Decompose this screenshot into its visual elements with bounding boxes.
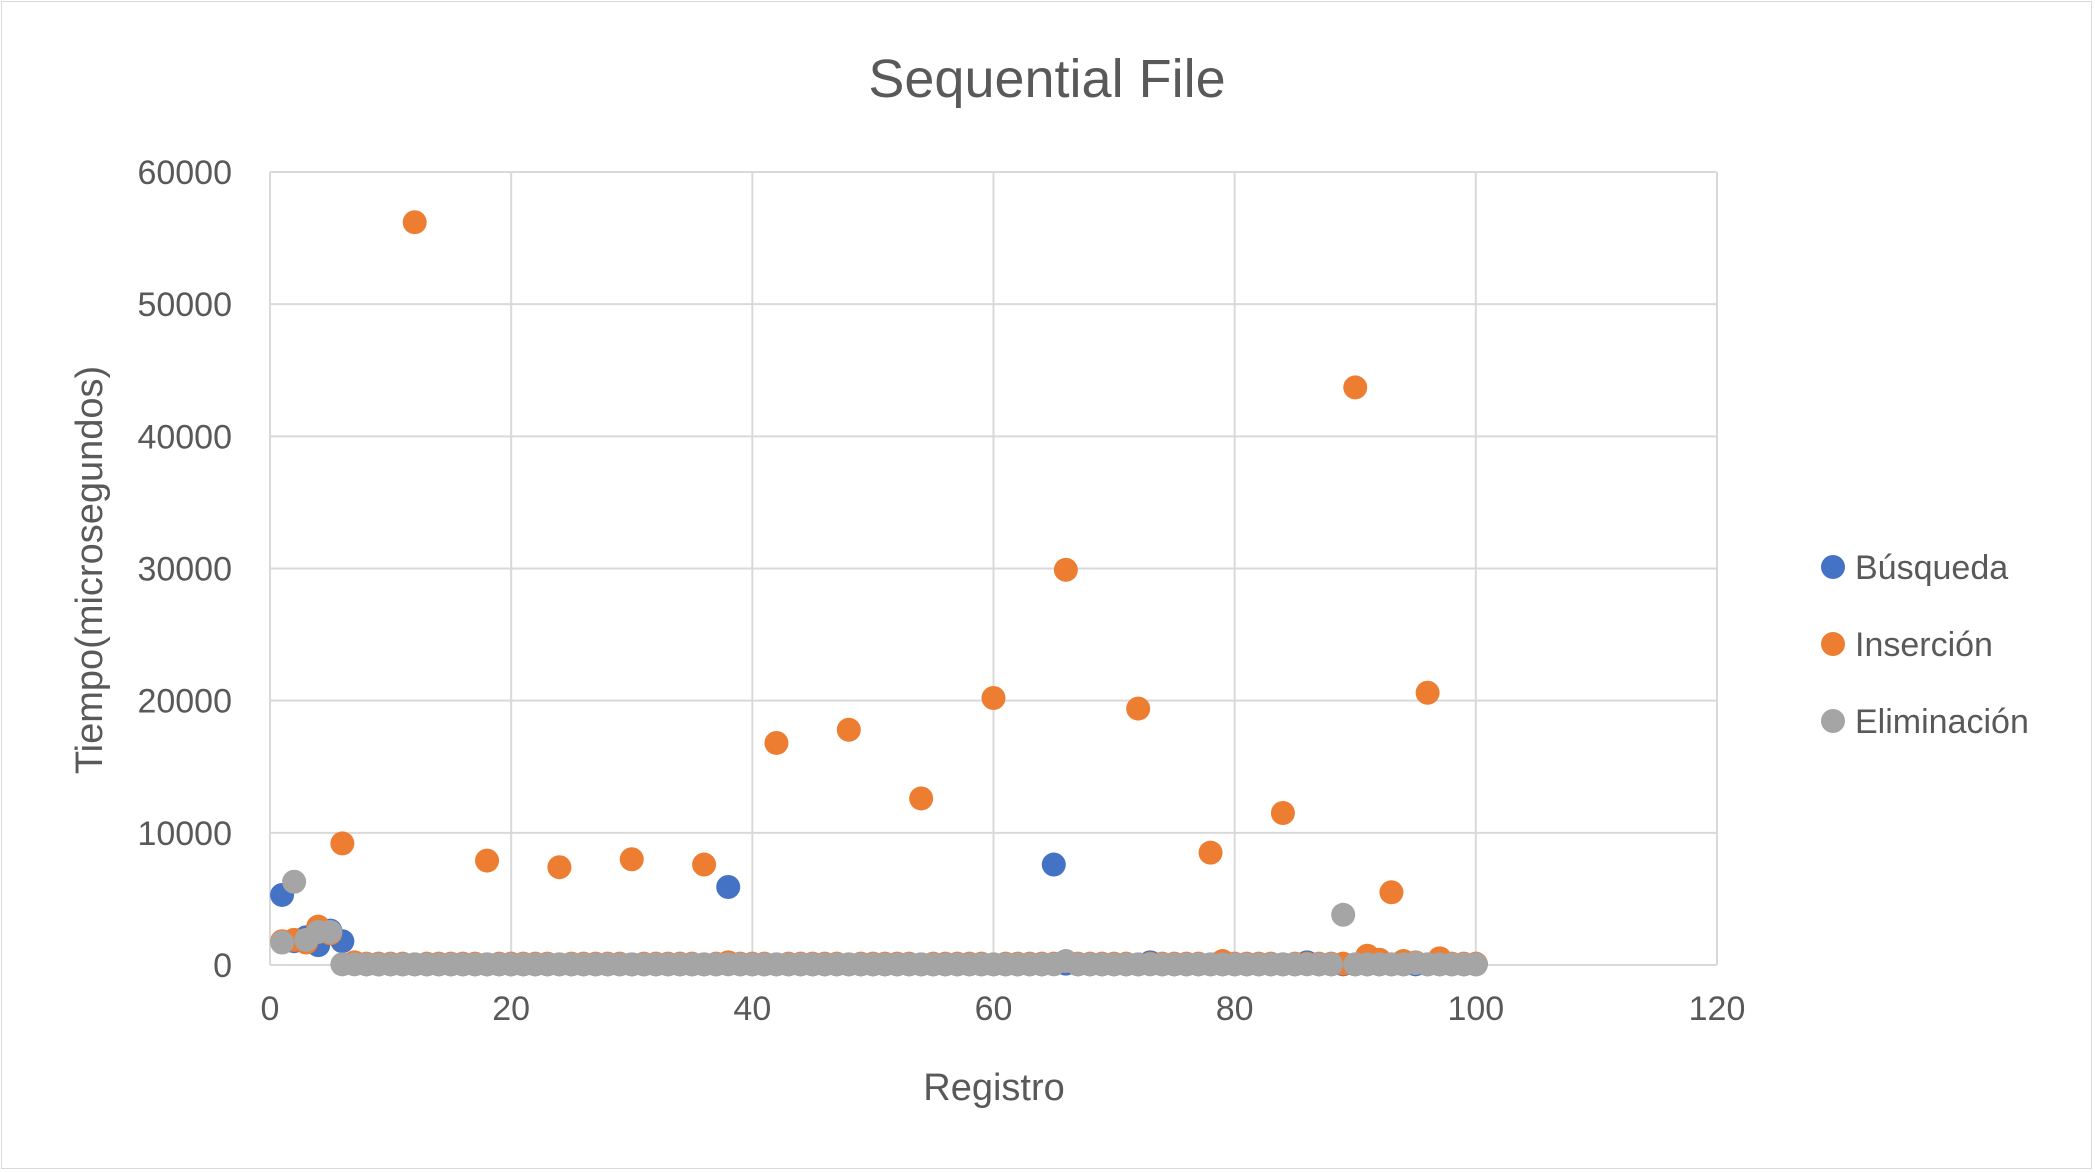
series-2 bbox=[270, 869, 1488, 977]
data-point bbox=[330, 831, 355, 856]
data-point bbox=[1463, 952, 1488, 977]
legend-label: Búsqueda bbox=[1855, 549, 2008, 587]
data-point bbox=[1415, 680, 1440, 705]
x-tick-label: 20 bbox=[492, 990, 530, 1028]
data-point bbox=[1331, 902, 1356, 927]
y-tick-label: 0 bbox=[213, 947, 232, 985]
data-point bbox=[1270, 801, 1295, 826]
x-tick-label: 100 bbox=[1447, 990, 1504, 1028]
data-point bbox=[1198, 840, 1223, 865]
y-tick-label: 60000 bbox=[137, 154, 232, 192]
data-point bbox=[692, 852, 717, 877]
data-point bbox=[619, 847, 644, 872]
data-point bbox=[981, 686, 1006, 711]
x-tick-label: 120 bbox=[1689, 990, 1746, 1028]
data-point bbox=[282, 869, 307, 894]
data-points bbox=[270, 210, 1488, 977]
y-tick-label: 30000 bbox=[137, 551, 232, 589]
legend-label: Inserción bbox=[1855, 626, 1993, 664]
tick-labels: 0 10000 20000 30000 40000 50000 60000 0 20 40 60 80… bbox=[137, 154, 1745, 1028]
y-tick-label: 50000 bbox=[137, 286, 232, 324]
y-tick-label: 40000 bbox=[137, 418, 232, 456]
data-point bbox=[402, 210, 427, 235]
data-point bbox=[1343, 375, 1368, 400]
data-point bbox=[1041, 852, 1066, 877]
x-tick-label: 40 bbox=[733, 990, 771, 1028]
data-point bbox=[1053, 557, 1078, 582]
data-point bbox=[836, 717, 861, 742]
x-tick-label: 80 bbox=[1216, 990, 1254, 1028]
grid-lines bbox=[269, 171, 1718, 966]
data-point bbox=[270, 930, 295, 955]
data-point bbox=[1319, 952, 1344, 977]
chart-title: Sequential File bbox=[868, 49, 1225, 109]
legend: Búsqueda Inserción Eliminación bbox=[1821, 549, 2029, 741]
data-point bbox=[1126, 696, 1151, 721]
x-axis-label: Registro bbox=[923, 1067, 1065, 1109]
x-tick-label: 0 bbox=[261, 990, 280, 1028]
y-axis-label: Tiempo(microsegundos) bbox=[69, 366, 111, 774]
data-point bbox=[547, 855, 572, 880]
data-point bbox=[909, 786, 934, 811]
legend-label: Eliminación bbox=[1855, 703, 2029, 741]
x-tick-label: 60 bbox=[975, 990, 1013, 1028]
data-point bbox=[475, 848, 500, 873]
data-point bbox=[716, 875, 741, 900]
y-tick-label: 10000 bbox=[137, 815, 232, 853]
legend-marker bbox=[1821, 709, 1845, 733]
data-point bbox=[764, 730, 789, 755]
legend-marker bbox=[1821, 632, 1845, 656]
data-point bbox=[318, 919, 343, 944]
series-1 bbox=[270, 210, 1488, 976]
data-point bbox=[1379, 880, 1404, 905]
legend-marker bbox=[1821, 555, 1845, 579]
y-tick-label: 20000 bbox=[137, 683, 232, 721]
